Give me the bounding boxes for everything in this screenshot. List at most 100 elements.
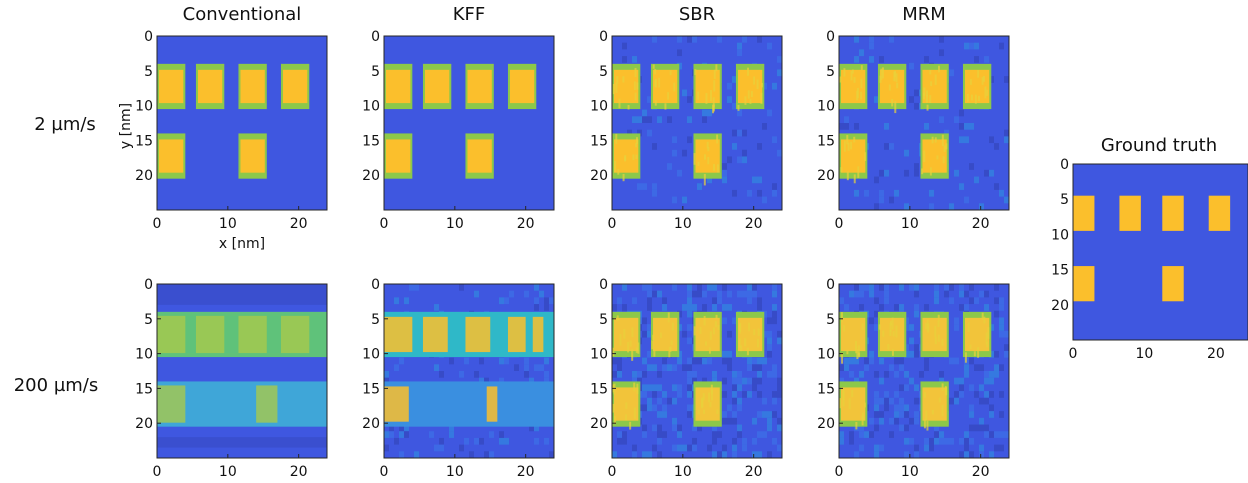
noise-cell — [617, 357, 622, 365]
noise-cell — [647, 129, 652, 137]
noise-cell — [979, 364, 984, 371]
noise-cell — [874, 203, 879, 210]
x-tick-label: 20 — [745, 464, 763, 480]
noise-cell — [999, 42, 1004, 50]
noise-cell — [939, 36, 944, 43]
noise-cell — [934, 424, 939, 432]
noise-cell — [389, 424, 394, 432]
noise-cell — [712, 377, 717, 385]
noise-cell — [859, 424, 864, 432]
noise-cell — [479, 357, 484, 365]
feature-noise — [633, 382, 636, 392]
noise-cell — [909, 417, 914, 425]
noise-cell — [677, 431, 682, 438]
noise-cell — [712, 371, 717, 378]
noise-cell — [677, 324, 682, 331]
noise-cell — [909, 284, 914, 291]
noise-cell — [514, 364, 519, 371]
feature-noise — [713, 164, 716, 172]
noise-cell — [884, 391, 889, 398]
noise-cell — [657, 451, 662, 458]
noise-cell — [722, 417, 727, 425]
feature-noise — [891, 317, 894, 330]
noise-cell — [657, 431, 662, 438]
feature-noise — [966, 93, 969, 102]
feature-noise — [746, 347, 749, 356]
heatmap-background — [157, 36, 327, 210]
noise-cell — [757, 391, 762, 398]
feature-noise — [616, 76, 619, 84]
feature-noise — [891, 349, 894, 356]
noise-cell — [884, 123, 889, 130]
noise-cell — [722, 451, 727, 458]
noise-cell — [459, 444, 464, 452]
noise-cell — [959, 284, 964, 291]
feature-noise — [923, 87, 926, 96]
feature-noise — [846, 135, 849, 145]
noise-cell — [999, 411, 1004, 418]
feature-noise — [925, 410, 928, 421]
x-tick-label: 20 — [517, 216, 535, 232]
noise-cell — [994, 350, 999, 358]
noise-cell — [839, 123, 844, 130]
noise-cell — [687, 284, 692, 291]
feature-noise — [615, 133, 618, 144]
noise-cell — [529, 377, 534, 385]
noise-cell — [924, 357, 929, 365]
feature-noise — [888, 84, 891, 91]
noise-cell — [534, 424, 539, 432]
noise-cell — [914, 411, 919, 418]
noise-cell — [879, 56, 884, 63]
noise-cell — [874, 310, 879, 318]
y-tick-label: 0 — [371, 277, 380, 293]
noise-cell — [974, 176, 979, 184]
noise-cell — [854, 357, 859, 365]
feature-noise — [614, 160, 617, 173]
noise-cell — [687, 371, 692, 378]
noise-cell — [617, 371, 622, 378]
noise-cell — [989, 76, 994, 83]
noise-cell — [772, 82, 777, 90]
x-tick-label: 20 — [972, 216, 990, 232]
feature-noise — [669, 70, 672, 76]
noise-cell — [524, 364, 529, 371]
noise-cell — [859, 290, 864, 298]
noise-cell — [737, 129, 742, 137]
noise-cell — [652, 290, 657, 298]
noise-cell — [839, 364, 844, 371]
noise-cell — [747, 189, 752, 197]
noise-cell — [732, 444, 737, 452]
noise-cell — [399, 431, 404, 438]
feature-noise — [636, 82, 639, 90]
noise-cell — [642, 371, 647, 378]
column-title-conventional: Conventional — [183, 4, 302, 25]
noise-cell — [627, 129, 632, 137]
noise-cell — [904, 424, 909, 432]
noise-cell — [657, 371, 662, 378]
noise-cell — [874, 324, 879, 331]
noise-cell — [964, 196, 969, 204]
feature-noise — [637, 342, 640, 354]
noise-cell — [994, 143, 999, 150]
noise-cell — [717, 290, 722, 298]
feature-noise — [969, 344, 972, 349]
panel-2-kff: 0 10 20 0 5 10 15 20 — [362, 29, 555, 232]
noise-cell — [687, 377, 692, 385]
noise-cell — [944, 284, 949, 291]
noise-cell — [707, 284, 712, 291]
y-tick-label: 15 — [135, 381, 153, 397]
noise-cell — [657, 290, 662, 298]
noise-cell — [844, 116, 849, 123]
noise-cell — [657, 437, 662, 445]
noise-cell — [672, 384, 677, 392]
feature-noise — [635, 142, 638, 148]
noise-cell — [524, 290, 529, 298]
feature — [386, 69, 411, 104]
noise-cell — [864, 431, 869, 438]
noise-cell — [682, 89, 687, 97]
feature-noise — [652, 334, 655, 340]
y-tick-label: 5 — [371, 312, 380, 328]
noise-cell — [617, 364, 622, 371]
noise-cell — [752, 284, 757, 291]
column-title-kff: KFF — [453, 4, 486, 25]
